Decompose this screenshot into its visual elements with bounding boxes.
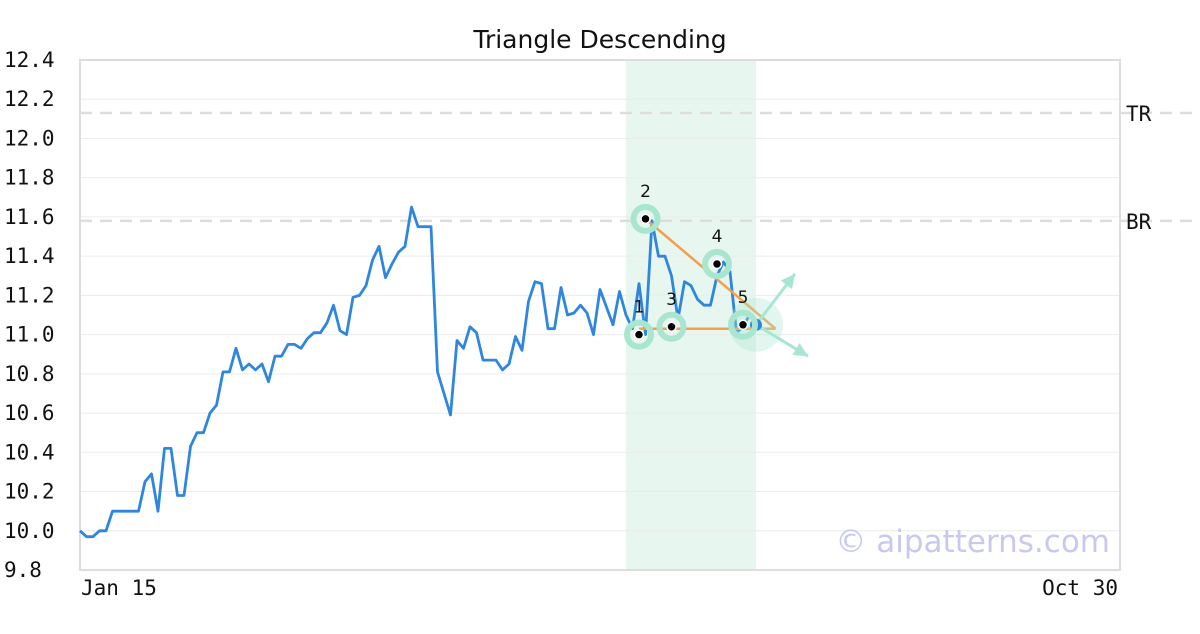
y-tick-label: 10.6 — [4, 401, 55, 425]
y-tick-label: 11.2 — [4, 283, 55, 307]
pivot-dot — [633, 329, 645, 340]
pivot-ring — [728, 309, 758, 340]
pivot-label: 5 — [738, 288, 749, 308]
pivot-ring — [630, 203, 661, 234]
pivot-dot — [737, 319, 749, 331]
reference-line-label: TR — [1126, 102, 1152, 126]
pivot-ring — [656, 311, 687, 342]
y-tick-label: 11.4 — [4, 244, 55, 268]
pivot-dot — [711, 258, 723, 270]
y-tick-label: 10.0 — [4, 519, 55, 543]
watermark: © aipatterns.com — [835, 524, 1110, 560]
y-tick-label: 12.4 — [4, 48, 55, 72]
x-tick-label: Oct 30 — [1042, 576, 1118, 600]
y-tick-label: 11.6 — [4, 205, 55, 229]
reference-line-label: BR — [1126, 210, 1152, 234]
breakout-arrow-up-head — [780, 273, 795, 290]
y-tick-label: 12.0 — [4, 126, 55, 150]
plot-frame — [79, 59, 1121, 571]
y-tick-label: 10.2 — [4, 480, 55, 504]
price-line — [79, 205, 758, 539]
pivot-ring — [624, 319, 654, 350]
pivot-label: 2 — [640, 182, 651, 202]
pivot-ring — [702, 249, 732, 279]
pivot-label: 1 — [634, 298, 645, 318]
breakout-arrow-down-head — [792, 342, 808, 357]
pivot-dot — [640, 213, 651, 225]
pivot-dot — [666, 321, 677, 333]
x-tick-label: Jan 15 — [81, 576, 157, 600]
y-tick-label: 9.8 — [4, 558, 42, 582]
y-tick-label: 11.8 — [4, 166, 55, 190]
pivot-label: 4 — [712, 227, 723, 247]
pivot-label: 3 — [666, 290, 677, 310]
y-tick-label: 10.8 — [4, 362, 55, 386]
y-tick-label: 12.2 — [4, 87, 55, 111]
y-tick-label: 10.4 — [4, 440, 55, 464]
y-tick-label: 11.0 — [4, 323, 55, 347]
chart-title: Triangle Descending — [472, 25, 726, 54]
